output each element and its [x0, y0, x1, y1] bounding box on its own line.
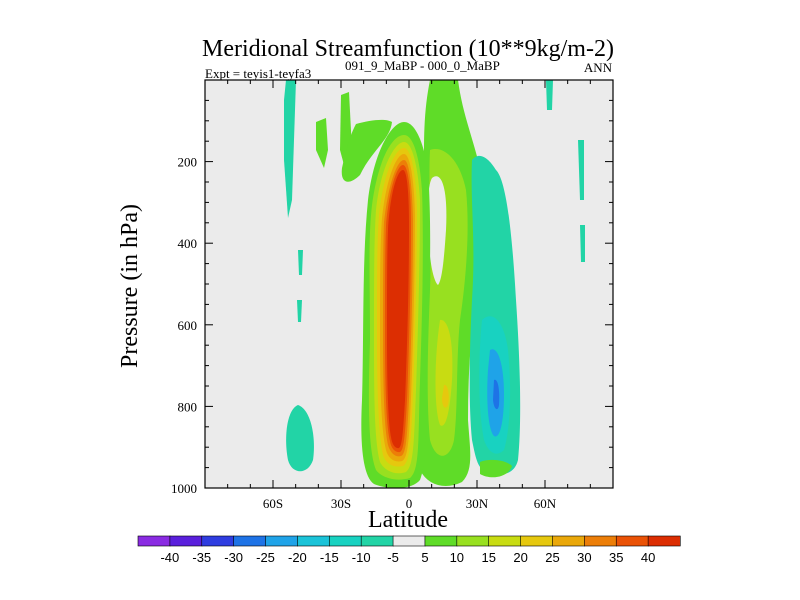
colorbar-swatch	[360, 535, 394, 547]
colorbar-swatch	[615, 535, 649, 547]
colorbar-swatch	[488, 535, 522, 547]
y-axis-label: Pressure (in hPa)	[117, 204, 143, 368]
colorbar-label: -10	[352, 550, 371, 565]
colorbar-swatch	[392, 535, 426, 547]
y-tick-label: 600	[178, 318, 198, 333]
colorbar-label: -25	[256, 550, 275, 565]
contour-nh-positive-small	[442, 384, 449, 408]
x-tick-label: 30N	[466, 496, 489, 511]
y-tick-label: 200	[178, 155, 198, 170]
x-tick-label: 60S	[263, 496, 283, 511]
contour-hadley-level-40	[387, 170, 409, 449]
colorbar-label: 35	[609, 550, 623, 565]
contour-nh-streak-2	[578, 140, 584, 200]
colorbar-label: -20	[288, 550, 307, 565]
colorbar-swatch	[265, 535, 299, 547]
contour-sh-streak-1	[284, 80, 296, 218]
contour-sh-streak-3	[297, 300, 302, 322]
contour-sh-streak-2	[298, 250, 303, 275]
colorbar-swatch	[456, 535, 490, 547]
colorbar-label: -40	[160, 550, 179, 565]
colorbar-label: 10	[450, 550, 464, 565]
x-axis-label: Latitude	[368, 507, 448, 533]
colorbar-swatch	[328, 535, 362, 547]
contour-sh-negative-patch	[286, 405, 314, 472]
contour-sh-positive-band	[341, 119, 392, 182]
contour-nh-hole	[428, 176, 447, 285]
colorbar-swatch	[201, 535, 235, 547]
chart-subtitle-left: Expt = teyis1-teyfa3	[205, 66, 311, 81]
x-axis-ticks: 60S 30S 0 30N 60N	[227, 80, 591, 511]
colorbar-label: 40	[641, 550, 655, 565]
contour-nh-tail	[480, 459, 512, 478]
contour-sh-positive-streak-1	[316, 118, 328, 168]
y-tick-label: 1000	[171, 481, 197, 496]
colorbar-swatch	[137, 535, 171, 547]
colorbar-label: 15	[481, 550, 495, 565]
contour-nh-streak-1	[546, 80, 553, 110]
chart-subtitle-right: ANN	[584, 60, 613, 75]
colorbar-swatch	[552, 535, 585, 547]
colorbar-label: 25	[545, 550, 559, 565]
y-tick-label: 800	[178, 399, 198, 414]
colorbar-swatch	[584, 535, 617, 547]
x-tick-label: 0	[406, 496, 413, 511]
colorbar-swatch	[297, 535, 330, 547]
colorbar-label: 20	[513, 550, 527, 565]
colorbar-swatch	[647, 535, 681, 547]
colorbar-label: -30	[224, 550, 243, 565]
colorbar-label: 5	[421, 550, 428, 565]
y-axis-ticks: 200 400 600 800 1000	[171, 99, 613, 496]
contour-nh-negative-deep	[493, 379, 500, 410]
chart-subtitle-sup: 091_9_MaBP - 000_0_MaBP	[345, 58, 500, 73]
colorbar-label: -5	[387, 550, 399, 565]
colorbar-swatch	[169, 535, 203, 547]
colorbar-label: 30	[577, 550, 591, 565]
colorbar-label: -15	[320, 550, 339, 565]
colorbar-swatch	[424, 535, 458, 547]
x-tick-label: 30S	[331, 496, 351, 511]
contour-nh-streak-3	[580, 225, 585, 262]
chart-title: Meridional Streamfunction (10**9kg/m-2)	[202, 36, 614, 62]
contour-fields	[284, 80, 585, 488]
y-tick-label: 400	[178, 236, 198, 251]
colorbar-label: -35	[192, 550, 211, 565]
colorbar-swatch	[520, 535, 554, 547]
colorbar-swatch	[233, 535, 267, 547]
colorbar: -40 -35 -30 -25 -20 -15 -10 -5 5 10 15 20 25 30 35 40	[137, 535, 681, 565]
x-tick-label: 60N	[534, 496, 557, 511]
